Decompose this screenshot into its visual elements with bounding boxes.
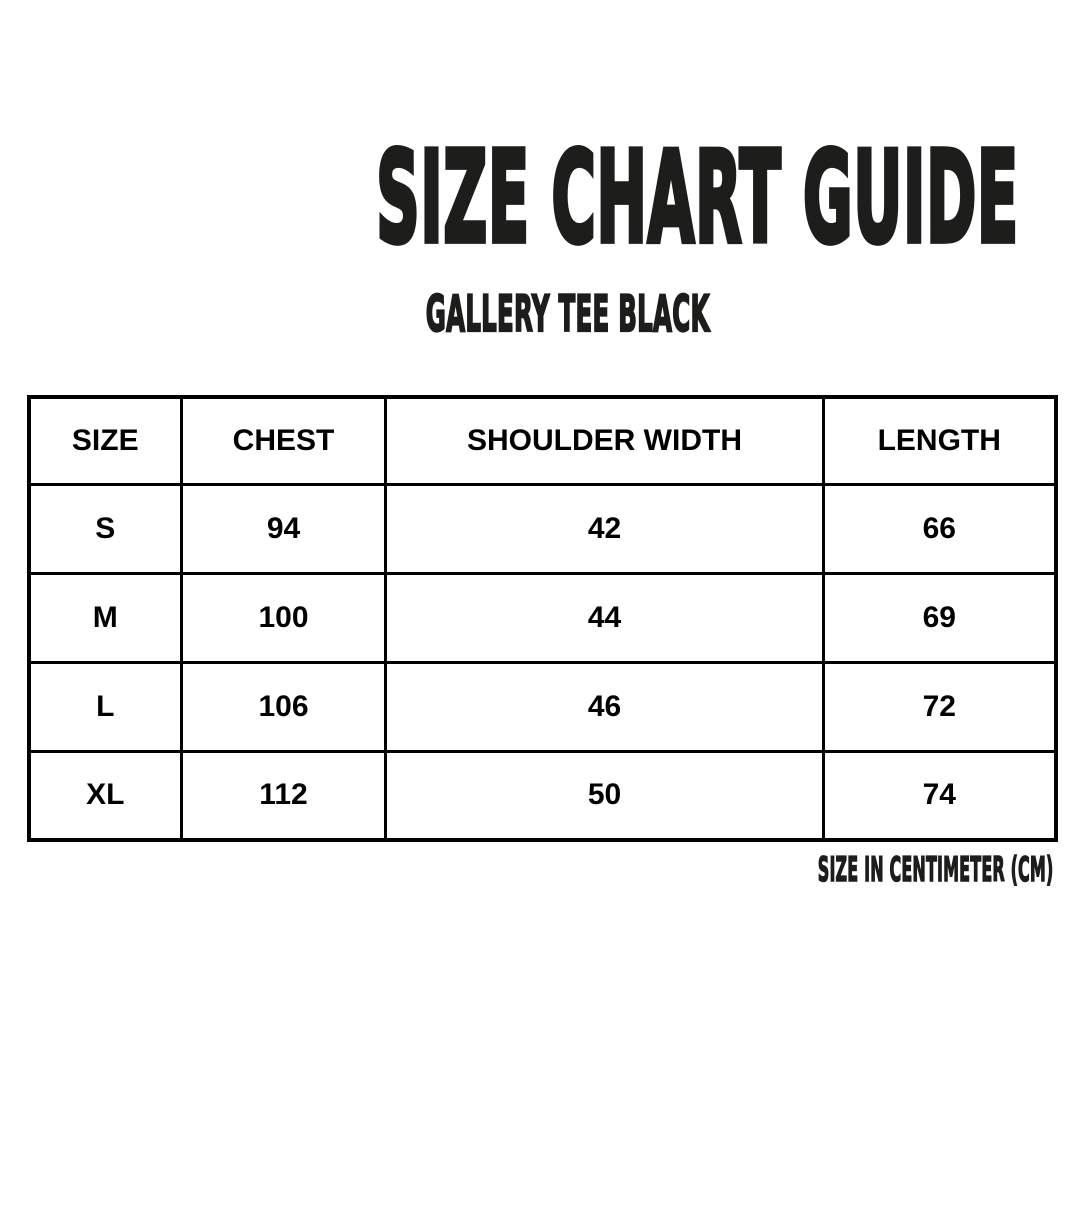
value-cell: 46: [384, 660, 825, 753]
value-cell: 74: [822, 749, 1057, 842]
column-header: SIZE: [27, 395, 183, 486]
column-header: LENGTH: [822, 395, 1057, 486]
value-cell: 72: [822, 660, 1057, 753]
unit-footnote: SIZE IN CENTIMETER (CM): [27, 850, 1054, 890]
value-cell: 69: [822, 571, 1057, 664]
value-cell: 44: [384, 571, 825, 664]
size-chart-table-wrap: SIZE CHEST SHOULDER WIDTH LENGTH S 94 42 66 M 10…: [26, 395, 1058, 890]
table-header: SIZE CHEST SHOULDER WIDTH LENGTH: [27, 395, 1057, 486]
value-cell: 50: [384, 749, 825, 842]
size-cell: M: [27, 571, 183, 664]
size-chart-table: SIZE CHEST SHOULDER WIDTH LENGTH S 94 42 66 M 10…: [26, 395, 1058, 842]
heading-block: SIZE CHART GUIDE GALLERY TEE BLACK: [28, 125, 1080, 343]
page-subtitle: GALLERY TEE BLACK: [28, 285, 1080, 343]
table-row: M 100 44 69: [27, 571, 1057, 664]
table-body: S 94 42 66 M 100 44 69 L 106 46 72 XL 112 50 74: [27, 482, 1057, 842]
value-cell: 42: [384, 482, 825, 575]
column-header: SHOULDER WIDTH: [384, 395, 825, 486]
table-row: XL 112 50 74: [27, 749, 1057, 842]
size-cell: S: [27, 482, 183, 575]
value-cell: 100: [180, 571, 387, 664]
size-cell: XL: [27, 749, 183, 842]
table-header-row: SIZE CHEST SHOULDER WIDTH LENGTH: [27, 395, 1057, 486]
column-header: CHEST: [180, 395, 387, 486]
value-cell: 106: [180, 660, 387, 753]
page-title-text: SIZE CHART GUIDE: [375, 124, 1020, 271]
page-title: SIZE CHART GUIDE: [28, 125, 1080, 270]
table-row: S 94 42 66: [27, 482, 1057, 575]
value-cell: 66: [822, 482, 1057, 575]
page-subtitle-text: GALLERY TEE BLACK: [425, 285, 710, 343]
table-row: L 106 46 72: [27, 660, 1057, 753]
value-cell: 112: [180, 749, 387, 842]
value-cell: 94: [180, 482, 387, 575]
size-cell: L: [27, 660, 183, 753]
unit-footnote-text: SIZE IN CENTIMETER (CM): [817, 850, 1054, 890]
